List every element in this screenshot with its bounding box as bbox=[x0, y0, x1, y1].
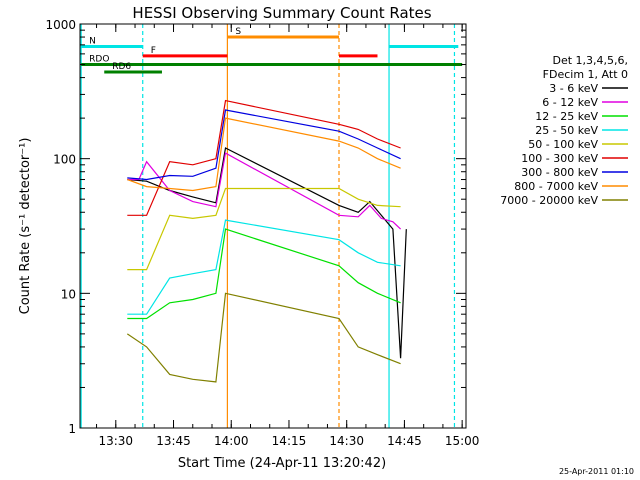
flag-label-rd6: RD6 bbox=[112, 62, 131, 72]
legend-label-8: 7000 - 20000 keV bbox=[500, 194, 598, 207]
chart-title: HESSI Observing Summary Count Rates bbox=[132, 4, 431, 22]
legend-label-1: 6 - 12 keV bbox=[542, 96, 598, 109]
x-tick-label-6: 15:00 bbox=[445, 434, 480, 448]
series-line-8 bbox=[126, 292, 401, 383]
y-tick-label-0: 1 bbox=[68, 422, 76, 436]
axes: 13:30 13:45 14:00 14:15 14:30 14:45 15:00 1 10 10… bbox=[45, 18, 479, 448]
series-line-1 bbox=[127, 152, 402, 230]
flag-label-f: F bbox=[151, 46, 156, 56]
series-line-7 bbox=[127, 117, 401, 192]
y-tick-label-3: 1000 bbox=[45, 18, 76, 32]
x-tick-label-1: 13:45 bbox=[156, 434, 191, 448]
flag-label-rdo: RDO bbox=[89, 55, 109, 65]
legend-label-0: 3 - 6 keV bbox=[549, 82, 598, 95]
legend-label-6: 300 - 800 keV bbox=[521, 166, 598, 179]
legend-label-4: 50 - 100 keV bbox=[528, 138, 598, 151]
flag-label-s: S bbox=[235, 27, 241, 37]
y-tick-label-1: 10 bbox=[61, 287, 76, 301]
plot-frame bbox=[79, 23, 467, 429]
legend-label-2: 12 - 25 keV bbox=[535, 110, 598, 123]
x-tick-label-5: 14:45 bbox=[387, 434, 422, 448]
series-line-5 bbox=[127, 99, 401, 216]
x-tick-label-2: 14:00 bbox=[214, 434, 249, 448]
y-tick-label-2: 100 bbox=[53, 153, 76, 167]
legend: Det 1,3,4,5,6, FDecim 1, Att 0 3 - 6 keV… bbox=[500, 54, 628, 207]
legend-label-5: 100 - 300 keV bbox=[521, 152, 598, 165]
x-axis-label: Start Time (24-Apr-11 13:20:42) bbox=[178, 456, 386, 471]
series-line-2 bbox=[127, 228, 401, 320]
footer-timestamp: 25-Apr-2011 01:10 bbox=[559, 467, 634, 476]
series-line-6 bbox=[127, 109, 401, 181]
series-line-3 bbox=[127, 219, 401, 315]
legend-title-line-2: FDecim 1, Att 0 bbox=[543, 68, 628, 81]
x-tick-label-0: 13:30 bbox=[98, 434, 133, 448]
flag-label-n: N bbox=[89, 37, 96, 47]
x-tick-label-3: 14:15 bbox=[272, 434, 307, 448]
legend-label-7: 800 - 7000 keV bbox=[514, 180, 598, 193]
series-line-4 bbox=[127, 187, 401, 271]
x-tick-label-4: 14:30 bbox=[329, 434, 364, 448]
legend-title-line-1: Det 1,3,4,5,6, bbox=[552, 54, 628, 67]
legend-label-3: 25 - 50 keV bbox=[535, 124, 598, 137]
y-axis-label: Count Rate (s⁻¹ detector⁻¹) bbox=[18, 138, 33, 315]
